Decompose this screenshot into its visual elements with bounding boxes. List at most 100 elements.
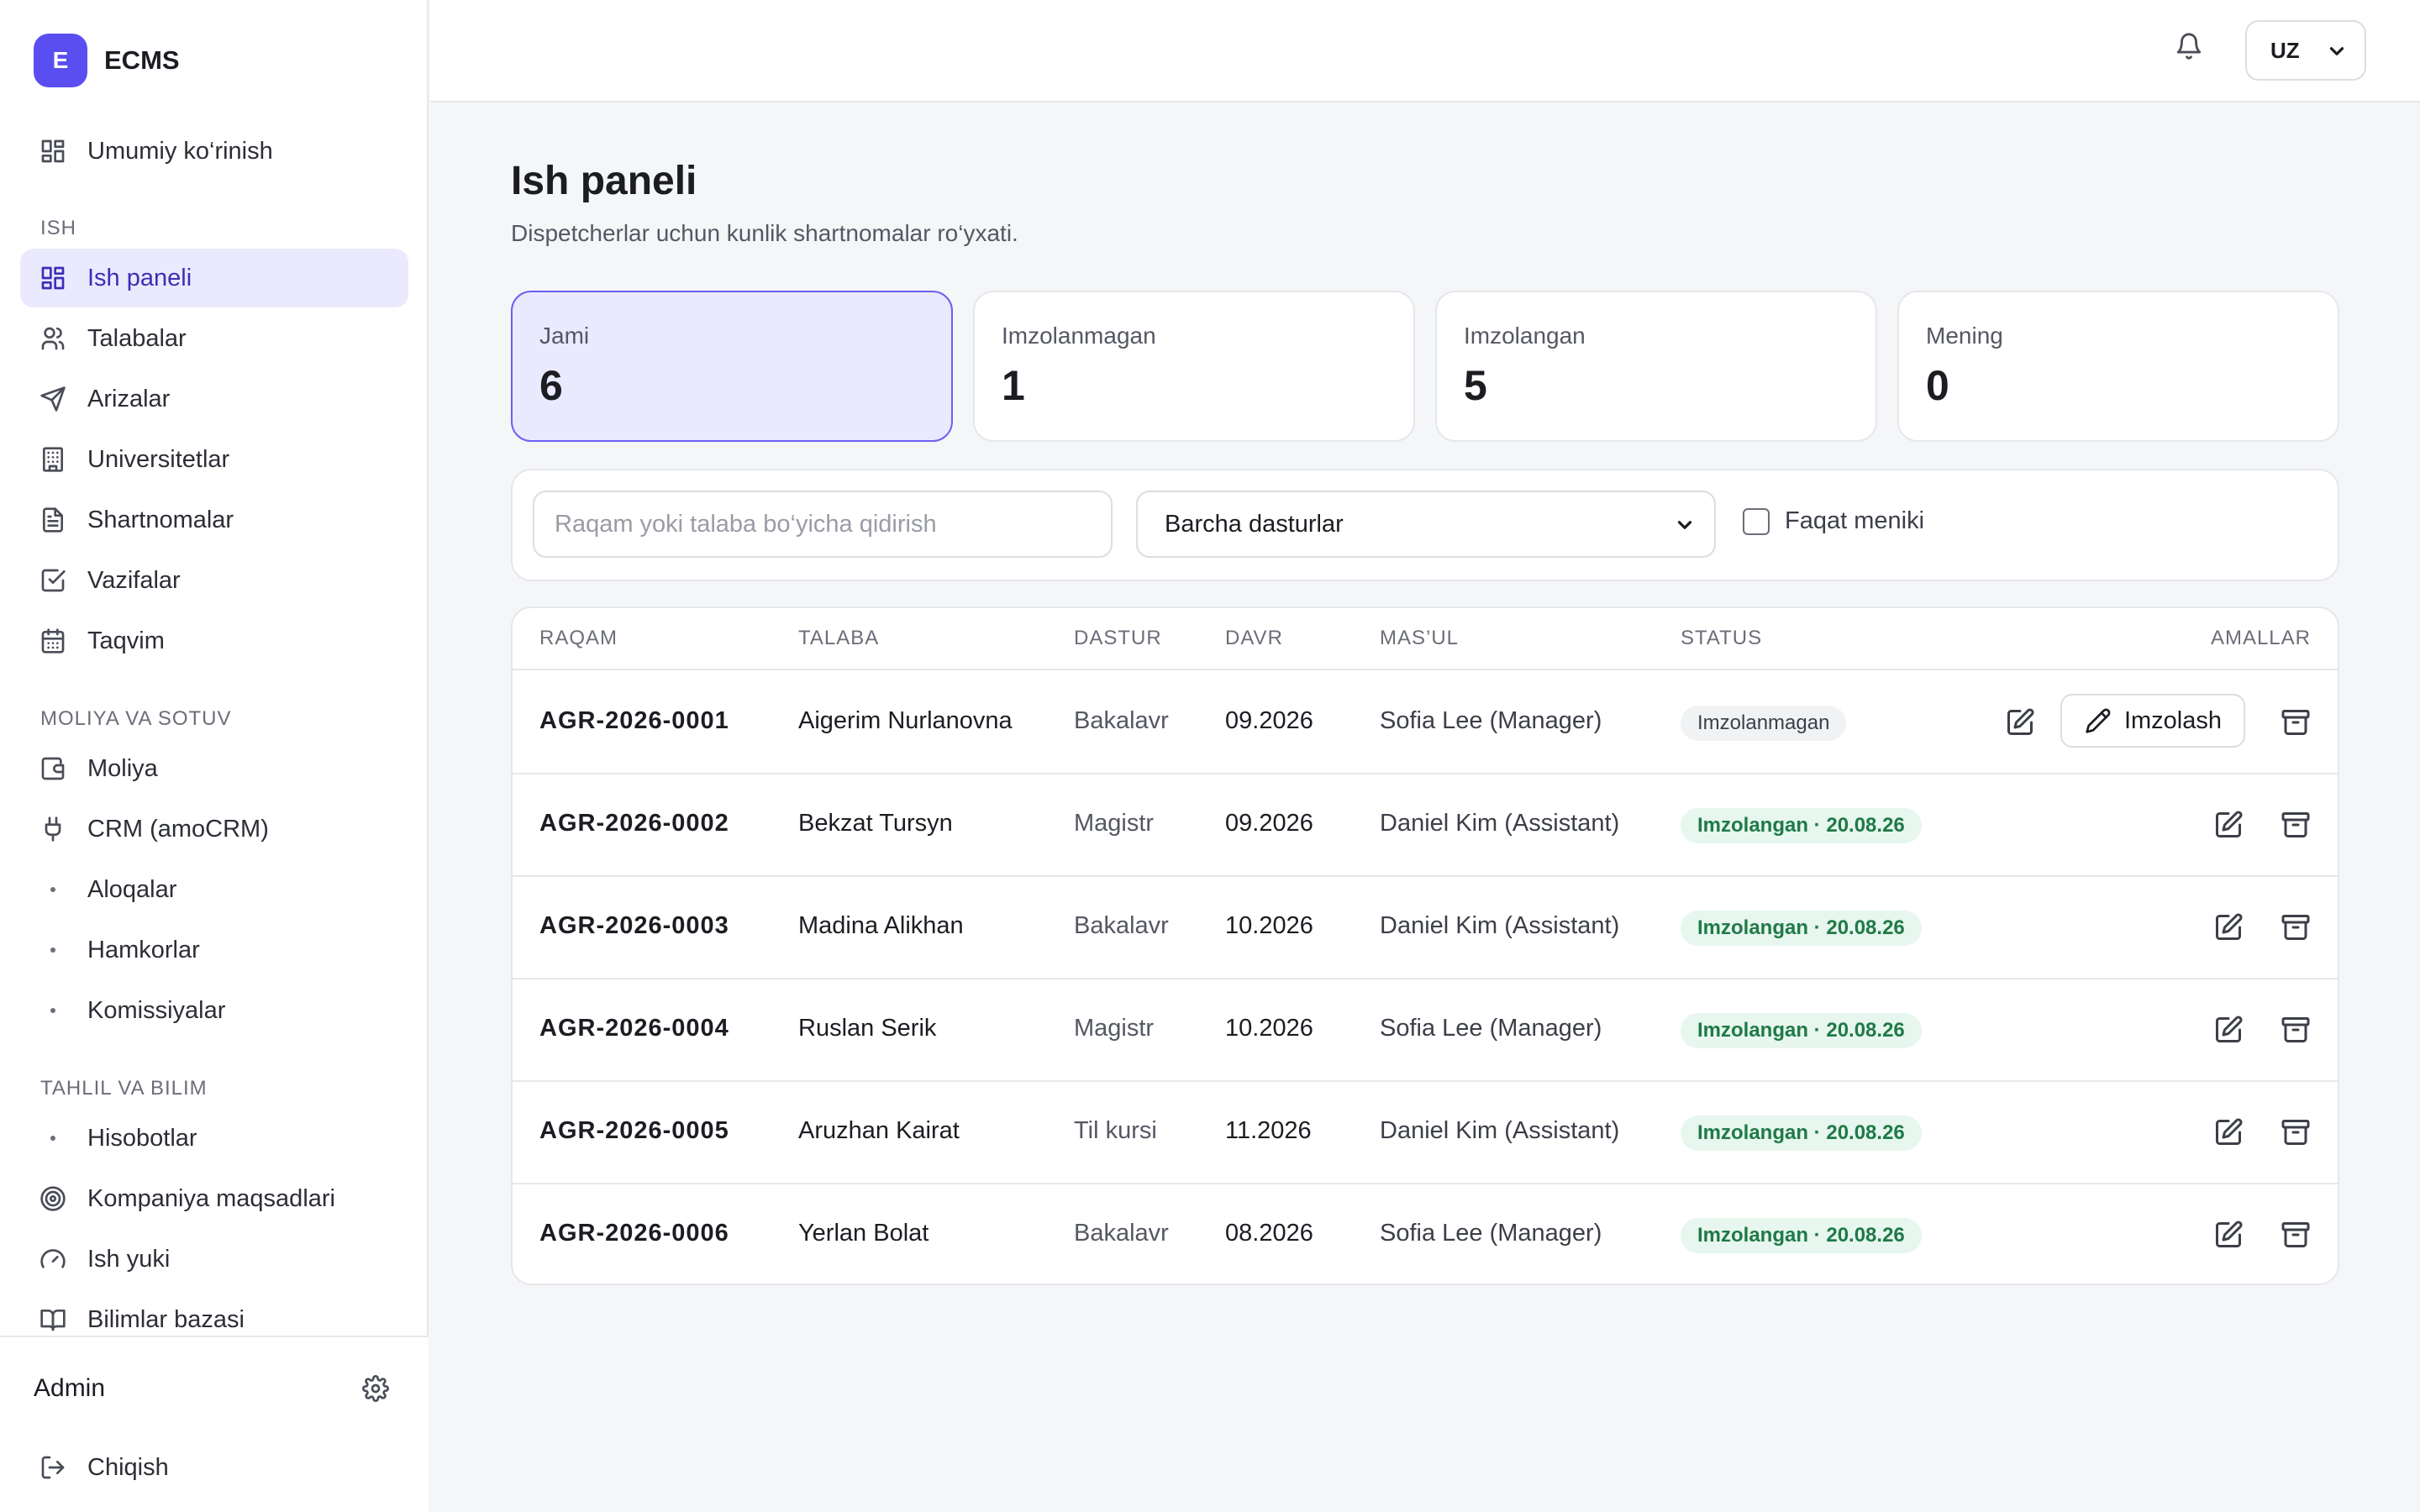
sidebar-item-reports[interactable]: Hisobotlar [20, 1109, 408, 1168]
sidebar-item-workload[interactable]: Ish yuki [20, 1230, 408, 1289]
contract-number: AGR-2026-0004 [539, 1015, 729, 1042]
column-header-status: STATUS [1681, 627, 1763, 649]
sidebar-item-label: Ish yuki [87, 1245, 171, 1273]
column-header-number: RAQAM [539, 627, 618, 649]
column-header-actions: AMALLAR [2210, 627, 2311, 649]
sidebar-item-overview[interactable]: Umumiy ko‘rinish [20, 122, 408, 181]
student-name: Yerlan Bolat [798, 1220, 929, 1247]
archive-icon[interactable] [2281, 912, 2311, 947]
period: 11.2026 [1225, 1117, 1312, 1144]
brand[interactable]: E ECMS [34, 34, 180, 87]
status-badge: Imzolanmagan [1681, 706, 1847, 741]
sidebar-item-partners[interactable]: Hamkorlar [20, 921, 408, 979]
users-icon [39, 324, 67, 353]
sidebar-item-contracts[interactable]: Shartnomalar [20, 491, 408, 549]
sidebar-item-commissions[interactable]: Komissiyalar [20, 981, 408, 1040]
owner: Sofia Lee (Manager) [1380, 707, 1602, 734]
archive-icon[interactable] [2281, 1015, 2311, 1049]
program: Bakalavr [1074, 1220, 1169, 1247]
archive-icon[interactable] [2281, 707, 2311, 742]
sidebar-item-label: Shartnomalar [87, 506, 234, 533]
target-icon [39, 1184, 67, 1213]
stat-card-unsigned[interactable]: Imzolanmagan 1 [973, 291, 1415, 442]
stat-label: Imzolanmagan [1002, 323, 1156, 349]
sidebar-item-dashboard[interactable]: Ish paneli [20, 249, 408, 307]
logout-button[interactable]: Chiqish [20, 1438, 408, 1497]
table-header: RAQAM TALABA DASTUR DAVR MAS’UL STATUS A… [513, 608, 2338, 670]
sidebar-item-contacts[interactable]: Aloqalar [20, 860, 408, 919]
logout-label: Chiqish [87, 1453, 169, 1481]
program: Bakalavr [1074, 912, 1169, 939]
section-label-work: ISH [40, 217, 77, 239]
language-value: UZ [2270, 37, 2300, 63]
edit-icon[interactable] [2213, 1117, 2244, 1152]
table-row[interactable]: AGR-2026-0001 Aigerim Nurlanovna Bakalav… [513, 672, 2338, 774]
sidebar-item-students[interactable]: Talabalar [20, 309, 408, 368]
sidebar-item-label: Hamkorlar [87, 936, 200, 963]
bell-icon[interactable] [2175, 32, 2203, 60]
stat-card-mine[interactable]: Mening 0 [1897, 291, 2339, 442]
owner: Daniel Kim (Assistant) [1380, 1117, 1620, 1144]
archive-icon[interactable] [2281, 1220, 2311, 1254]
contract-number: AGR-2026-0006 [539, 1220, 729, 1247]
stat-value: 5 [1464, 362, 1487, 409]
edit-icon[interactable] [2213, 912, 2244, 947]
table-row[interactable]: AGR-2026-0006 Yerlan Bolat Bakalavr 08.2… [513, 1184, 2338, 1284]
table-row[interactable]: AGR-2026-0003 Madina Alikhan Bakalavr 10… [513, 877, 2338, 979]
sidebar-item-label: Talabalar [87, 324, 187, 352]
stat-value: 6 [539, 362, 563, 409]
sidebar-item-universities[interactable]: Universitetlar [20, 430, 408, 489]
archive-icon[interactable] [2281, 1117, 2311, 1152]
column-header-student: TALABA [798, 627, 880, 649]
building-icon [39, 445, 67, 474]
table-row[interactable]: AGR-2026-0004 Ruslan Serik Magistr 10.20… [513, 979, 2338, 1082]
stat-card-total[interactable]: Jami 6 [511, 291, 953, 442]
archive-icon[interactable] [2281, 810, 2311, 844]
sidebar-item-applications[interactable]: Arizalar [20, 370, 408, 428]
gear-icon[interactable] [361, 1374, 390, 1403]
search-input[interactable] [533, 491, 1113, 558]
sidebar-item-crm[interactable]: CRM (amoCRM) [20, 800, 408, 858]
period: 10.2026 [1225, 1015, 1313, 1042]
sign-button[interactable]: Imzolash [2060, 694, 2245, 748]
sidebar-item-company-goals[interactable]: Kompaniya maqsadlari [20, 1169, 408, 1228]
sidebar-item-finance[interactable]: Moliya [20, 739, 408, 798]
sidebar-item-knowledge-base[interactable]: Bilimlar bazasi [20, 1290, 408, 1349]
page-title: Ish paneli [511, 159, 697, 203]
book-icon [39, 1305, 67, 1334]
sidebar-item-label: Moliya [87, 754, 158, 782]
top-bar [430, 0, 2420, 102]
send-icon [39, 385, 67, 413]
edit-icon[interactable] [2213, 1220, 2244, 1254]
contract-number: AGR-2026-0003 [539, 912, 729, 939]
period: 10.2026 [1225, 912, 1313, 939]
sidebar-item-label: Vazifalar [87, 566, 181, 594]
page-subtitle: Dispetcherlar uchun kunlik shartnomalar … [511, 220, 1018, 246]
status-badge: Imzolangan · 20.08.26 [1681, 808, 1922, 843]
program-select[interactable]: Barcha dasturlar [1136, 491, 1716, 558]
mine-only-toggle[interactable]: Faqat meniki [1743, 507, 1924, 535]
language-select[interactable]: UZ [2245, 20, 2366, 81]
student-name: Aruzhan Kairat [798, 1117, 960, 1144]
gauge-icon [39, 1245, 67, 1273]
column-header-period: DAVR [1225, 627, 1283, 649]
mine-only-checkbox[interactable] [1743, 507, 1770, 535]
sidebar-item-label: Umumiy ko‘rinish [87, 137, 273, 165]
mine-only-label: Faqat meniki [1785, 507, 1925, 534]
stat-card-signed[interactable]: Imzolangan 5 [1435, 291, 1877, 442]
edit-icon[interactable] [2213, 1015, 2244, 1049]
sidebar-item-calendar[interactable]: Taqvim [20, 612, 408, 670]
edit-icon[interactable] [2005, 707, 2035, 742]
stat-label: Mening [1926, 323, 2003, 349]
program: Magistr [1074, 1015, 1155, 1042]
stat-label: Imzolangan [1464, 323, 1586, 349]
dot-icon [39, 996, 67, 1025]
chevron-down-icon [1674, 514, 1696, 543]
sidebar-item-label: Kompaniya maqsadlari [87, 1184, 335, 1212]
sidebar-item-tasks[interactable]: Vazifalar [20, 551, 408, 610]
edit-icon[interactable] [2213, 810, 2244, 844]
sidebar-item-label: Aloqalar [87, 875, 177, 903]
student-name: Ruslan Serik [798, 1015, 937, 1042]
table-row[interactable]: AGR-2026-0002 Bekzat Tursyn Magistr 09.2… [513, 774, 2338, 877]
table-row[interactable]: AGR-2026-0005 Aruzhan Kairat Til kursi 1… [513, 1082, 2338, 1184]
